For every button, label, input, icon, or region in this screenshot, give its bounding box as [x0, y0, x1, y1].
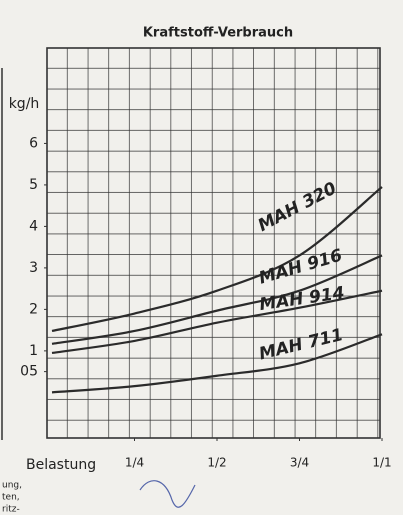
line-series — [51, 289, 383, 355]
y-tick-label: 2 — [29, 301, 38, 317]
margin-text: ung, — [2, 481, 22, 491]
margin-text: ten, — [2, 493, 20, 503]
y-tick-label: 3 — [29, 260, 38, 276]
x-tick-label: 3/4 — [290, 456, 309, 470]
x-axis-label: Belastung — [26, 457, 96, 473]
y-tick-label: 5 — [29, 177, 38, 193]
line-series — [51, 333, 383, 394]
y-axis-label: kg/h — [9, 96, 40, 112]
y-tick-label: 4 — [29, 218, 38, 234]
y-tick-label: 1 — [29, 343, 38, 359]
x-tick-label: 1/2 — [207, 456, 226, 470]
y-tick-label: 05 — [20, 364, 38, 380]
line-series — [51, 254, 383, 345]
y-tick-label: 6 — [29, 135, 38, 151]
x-tick-label: 1/4 — [125, 456, 144, 470]
pen-scribble — [139, 480, 196, 508]
line-series — [51, 186, 383, 333]
x-tick-label: 1/1 — [372, 456, 391, 470]
margin-text: ritz- — [2, 505, 20, 515]
grid-background — [46, 47, 381, 439]
chart-title: Kraftstoff-Verbrauch — [143, 26, 293, 41]
